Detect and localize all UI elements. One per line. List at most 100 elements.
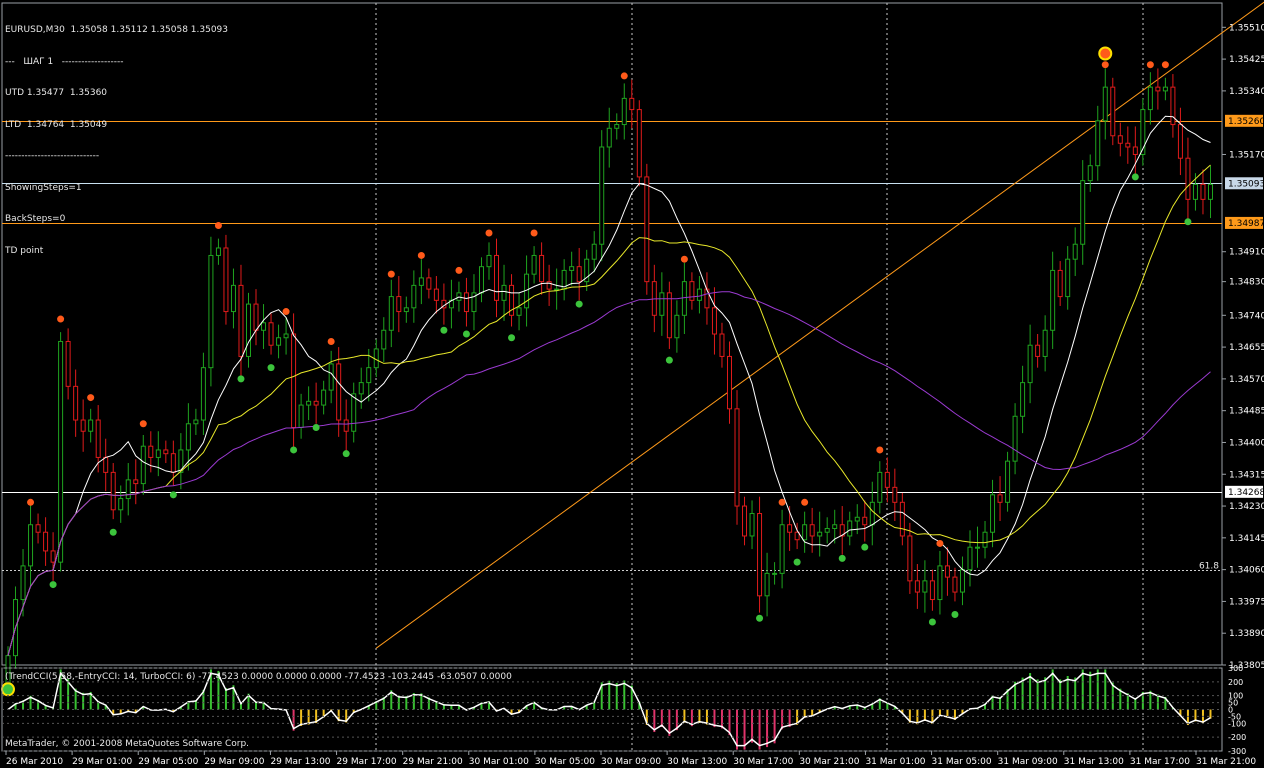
candle-body <box>208 254 214 369</box>
price-tick-label: 1.34315 <box>1229 470 1264 480</box>
fractal-up-dot <box>620 72 628 80</box>
fractal-down-dot <box>665 356 673 364</box>
candle-body <box>711 307 717 335</box>
candle-body <box>43 531 49 552</box>
candle-body <box>1087 165 1093 182</box>
candle-body <box>103 456 109 473</box>
candle-body <box>328 363 334 391</box>
time-tick-label: 30 Mar 01:00 <box>469 757 529 767</box>
candle-body <box>929 580 935 601</box>
symbol-quote: EURUSD,M30 1.35058 1.35112 1.35058 1.350… <box>5 25 229 35</box>
time-tick-label: 31 Mar 09:00 <box>998 757 1058 767</box>
fractal-up-dot <box>530 229 538 237</box>
candle-body <box>862 516 868 526</box>
candle-body <box>802 524 808 541</box>
fractal-down-dot <box>1131 173 1139 181</box>
candle-body <box>20 565 26 601</box>
fractal-up-dot <box>57 315 65 323</box>
fib-level-label: 61.8 <box>1199 562 1219 572</box>
price-tick-label: 1.34485 <box>1229 407 1264 417</box>
candle-body <box>839 524 845 537</box>
candle-body <box>757 513 763 597</box>
candle-body <box>817 531 823 537</box>
price-tick-label: 1.34830 <box>1229 278 1264 288</box>
candle-body <box>223 247 229 313</box>
fractal-up-dot <box>27 498 35 506</box>
fractal-down-dot <box>508 334 516 342</box>
fractal-down-dot <box>312 424 320 432</box>
ma-fast-line <box>7 115 1211 656</box>
fractal-up-dot <box>876 446 884 454</box>
fractal-down-dot <box>237 375 245 383</box>
candle-body <box>1057 269 1063 298</box>
candle-body <box>922 580 928 593</box>
candle-body <box>418 277 424 286</box>
candle-body <box>298 404 304 429</box>
time-tick-label: 29 Mar 01:00 <box>72 757 132 767</box>
candle-body <box>358 382 364 395</box>
fractal-down-dot <box>169 491 177 499</box>
fractal-up-dot <box>139 420 147 428</box>
fractal-up-dot <box>417 251 425 259</box>
candle-body <box>877 471 883 503</box>
candle-body <box>1072 243 1078 260</box>
price-marker <box>1225 216 1263 229</box>
candle-body <box>95 419 101 458</box>
candle-body <box>163 449 169 455</box>
fractal-down-dot <box>1184 218 1192 226</box>
candle-body <box>719 333 725 357</box>
candle-body <box>1042 329 1048 357</box>
candle-body <box>396 296 402 313</box>
cci-tick-label: -300 <box>1228 747 1246 756</box>
candle-body <box>1192 183 1198 200</box>
fractal-up-dot <box>801 498 809 506</box>
price-tick-label: 1.33890 <box>1229 629 1264 639</box>
ltd-line: LTD 1.34764 1.35049 <box>5 119 108 130</box>
candle-body <box>178 449 184 473</box>
candle-body <box>1125 142 1131 148</box>
fractal-up-dot <box>1146 61 1154 69</box>
candle-body <box>892 486 898 503</box>
candle-body <box>110 471 116 511</box>
candle-body <box>599 146 605 245</box>
candle-body <box>990 494 996 533</box>
candle-body <box>1102 86 1108 122</box>
candle-body <box>28 524 34 567</box>
fractal-down-dot <box>756 614 764 622</box>
showing-steps: ShowingSteps=1 <box>5 182 82 193</box>
candle-body <box>155 449 161 458</box>
price-marker <box>1225 114 1263 127</box>
price-tick-label: 1.35425 <box>1229 55 1264 65</box>
candle-body <box>621 97 627 126</box>
candle-body <box>779 524 785 574</box>
fractal-up-dot <box>387 270 395 278</box>
candle-body <box>276 337 282 346</box>
candle-body <box>516 307 522 316</box>
candle-body <box>65 340 71 387</box>
candle-body <box>907 535 913 582</box>
time-axis: 26 Mar 2010 29 Mar 01:00 29 Mar 05:00 29 Ma… <box>5 751 1256 767</box>
candle-body <box>185 423 191 451</box>
candle-body <box>1065 258 1071 298</box>
cci-tick-label: -50 <box>1228 712 1241 721</box>
time-tick-label: 30 Mar 13:00 <box>667 757 727 767</box>
fractal-up-dot <box>485 229 493 237</box>
candle-body <box>937 565 943 601</box>
candle-body <box>554 288 560 291</box>
candle-body <box>200 367 206 421</box>
candle-body <box>772 572 778 575</box>
fractal-up-dot <box>214 222 222 230</box>
time-tick-label: 29 Mar 05:00 <box>138 757 198 767</box>
candle-body <box>832 524 838 529</box>
candle-body <box>253 303 259 331</box>
time-tick-label: 30 Mar 05:00 <box>535 757 595 767</box>
candle-body <box>73 385 79 421</box>
candle-body <box>1020 382 1026 417</box>
price-tick-label: 1.35170 <box>1229 150 1264 160</box>
candle-body <box>734 408 740 507</box>
cci-tick-label: 50 <box>1228 699 1238 708</box>
candle-body <box>313 400 319 406</box>
fractal-up-dot <box>282 308 290 316</box>
